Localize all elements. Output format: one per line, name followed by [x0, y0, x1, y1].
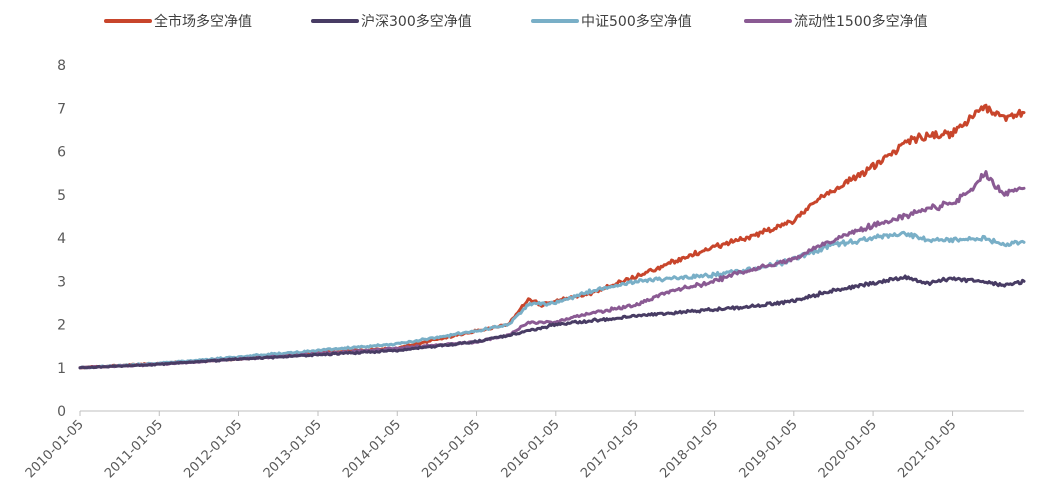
legend-item: 中证500多空净值: [531, 13, 692, 30]
x-tick-label: 2012-01-05: [181, 417, 245, 481]
y-tick-label: 6: [57, 145, 66, 161]
x-axis: 2010-01-05 2011-01-05 2012-01-05 2013-01-05…: [23, 410, 1024, 481]
y-tick-label: 2: [57, 318, 66, 334]
y-tick-label: 0: [57, 404, 66, 420]
legend-label: 中证500多空净值: [581, 13, 692, 30]
legend: 全市场多空净值 沪深300多空净值 中证500多空净值 流动性1500多空净值: [104, 13, 928, 30]
series-line: [78, 274, 1026, 370]
series-line: [78, 170, 1026, 370]
x-tick-label: 2010-01-05: [23, 417, 87, 481]
y-tick-label: 5: [57, 188, 66, 204]
legend-item: 沪深300多空净值: [311, 13, 472, 30]
x-tick-label: 2020-01-05: [816, 417, 880, 481]
x-tick-label: 2016-01-05: [499, 417, 563, 481]
x-tick-label: 2014-01-05: [340, 417, 404, 481]
x-tick-label: 2017-01-05: [578, 417, 642, 481]
y-tick-label: 4: [57, 231, 66, 247]
series-line: [78, 230, 1026, 370]
x-tick-label: 2018-01-05: [657, 417, 721, 481]
series-lines: [78, 103, 1026, 370]
y-tick-label: 3: [57, 274, 66, 290]
x-tick-label: 2019-01-05: [737, 417, 801, 481]
legend-label: 全市场多空净值: [154, 13, 252, 30]
y-tick-label: 7: [57, 101, 66, 117]
x-tick-label: 2015-01-05: [419, 417, 483, 481]
legend-item: 流动性1500多空净值: [744, 13, 928, 30]
x-tick-label: 2021-01-05: [895, 417, 959, 481]
legend-label: 流动性1500多空净值: [794, 13, 928, 30]
y-axis-ticks: 0 1 2 3 4 5 6 7 8: [57, 58, 66, 420]
y-tick-label: 1: [57, 361, 66, 377]
y-tick-label: 8: [57, 58, 66, 74]
legend-label: 沪深300多空净值: [361, 13, 472, 30]
legend-item: 全市场多空净值: [104, 13, 252, 30]
x-tick-label: 2013-01-05: [261, 417, 325, 481]
x-tick-label: 2011-01-05: [102, 417, 166, 481]
